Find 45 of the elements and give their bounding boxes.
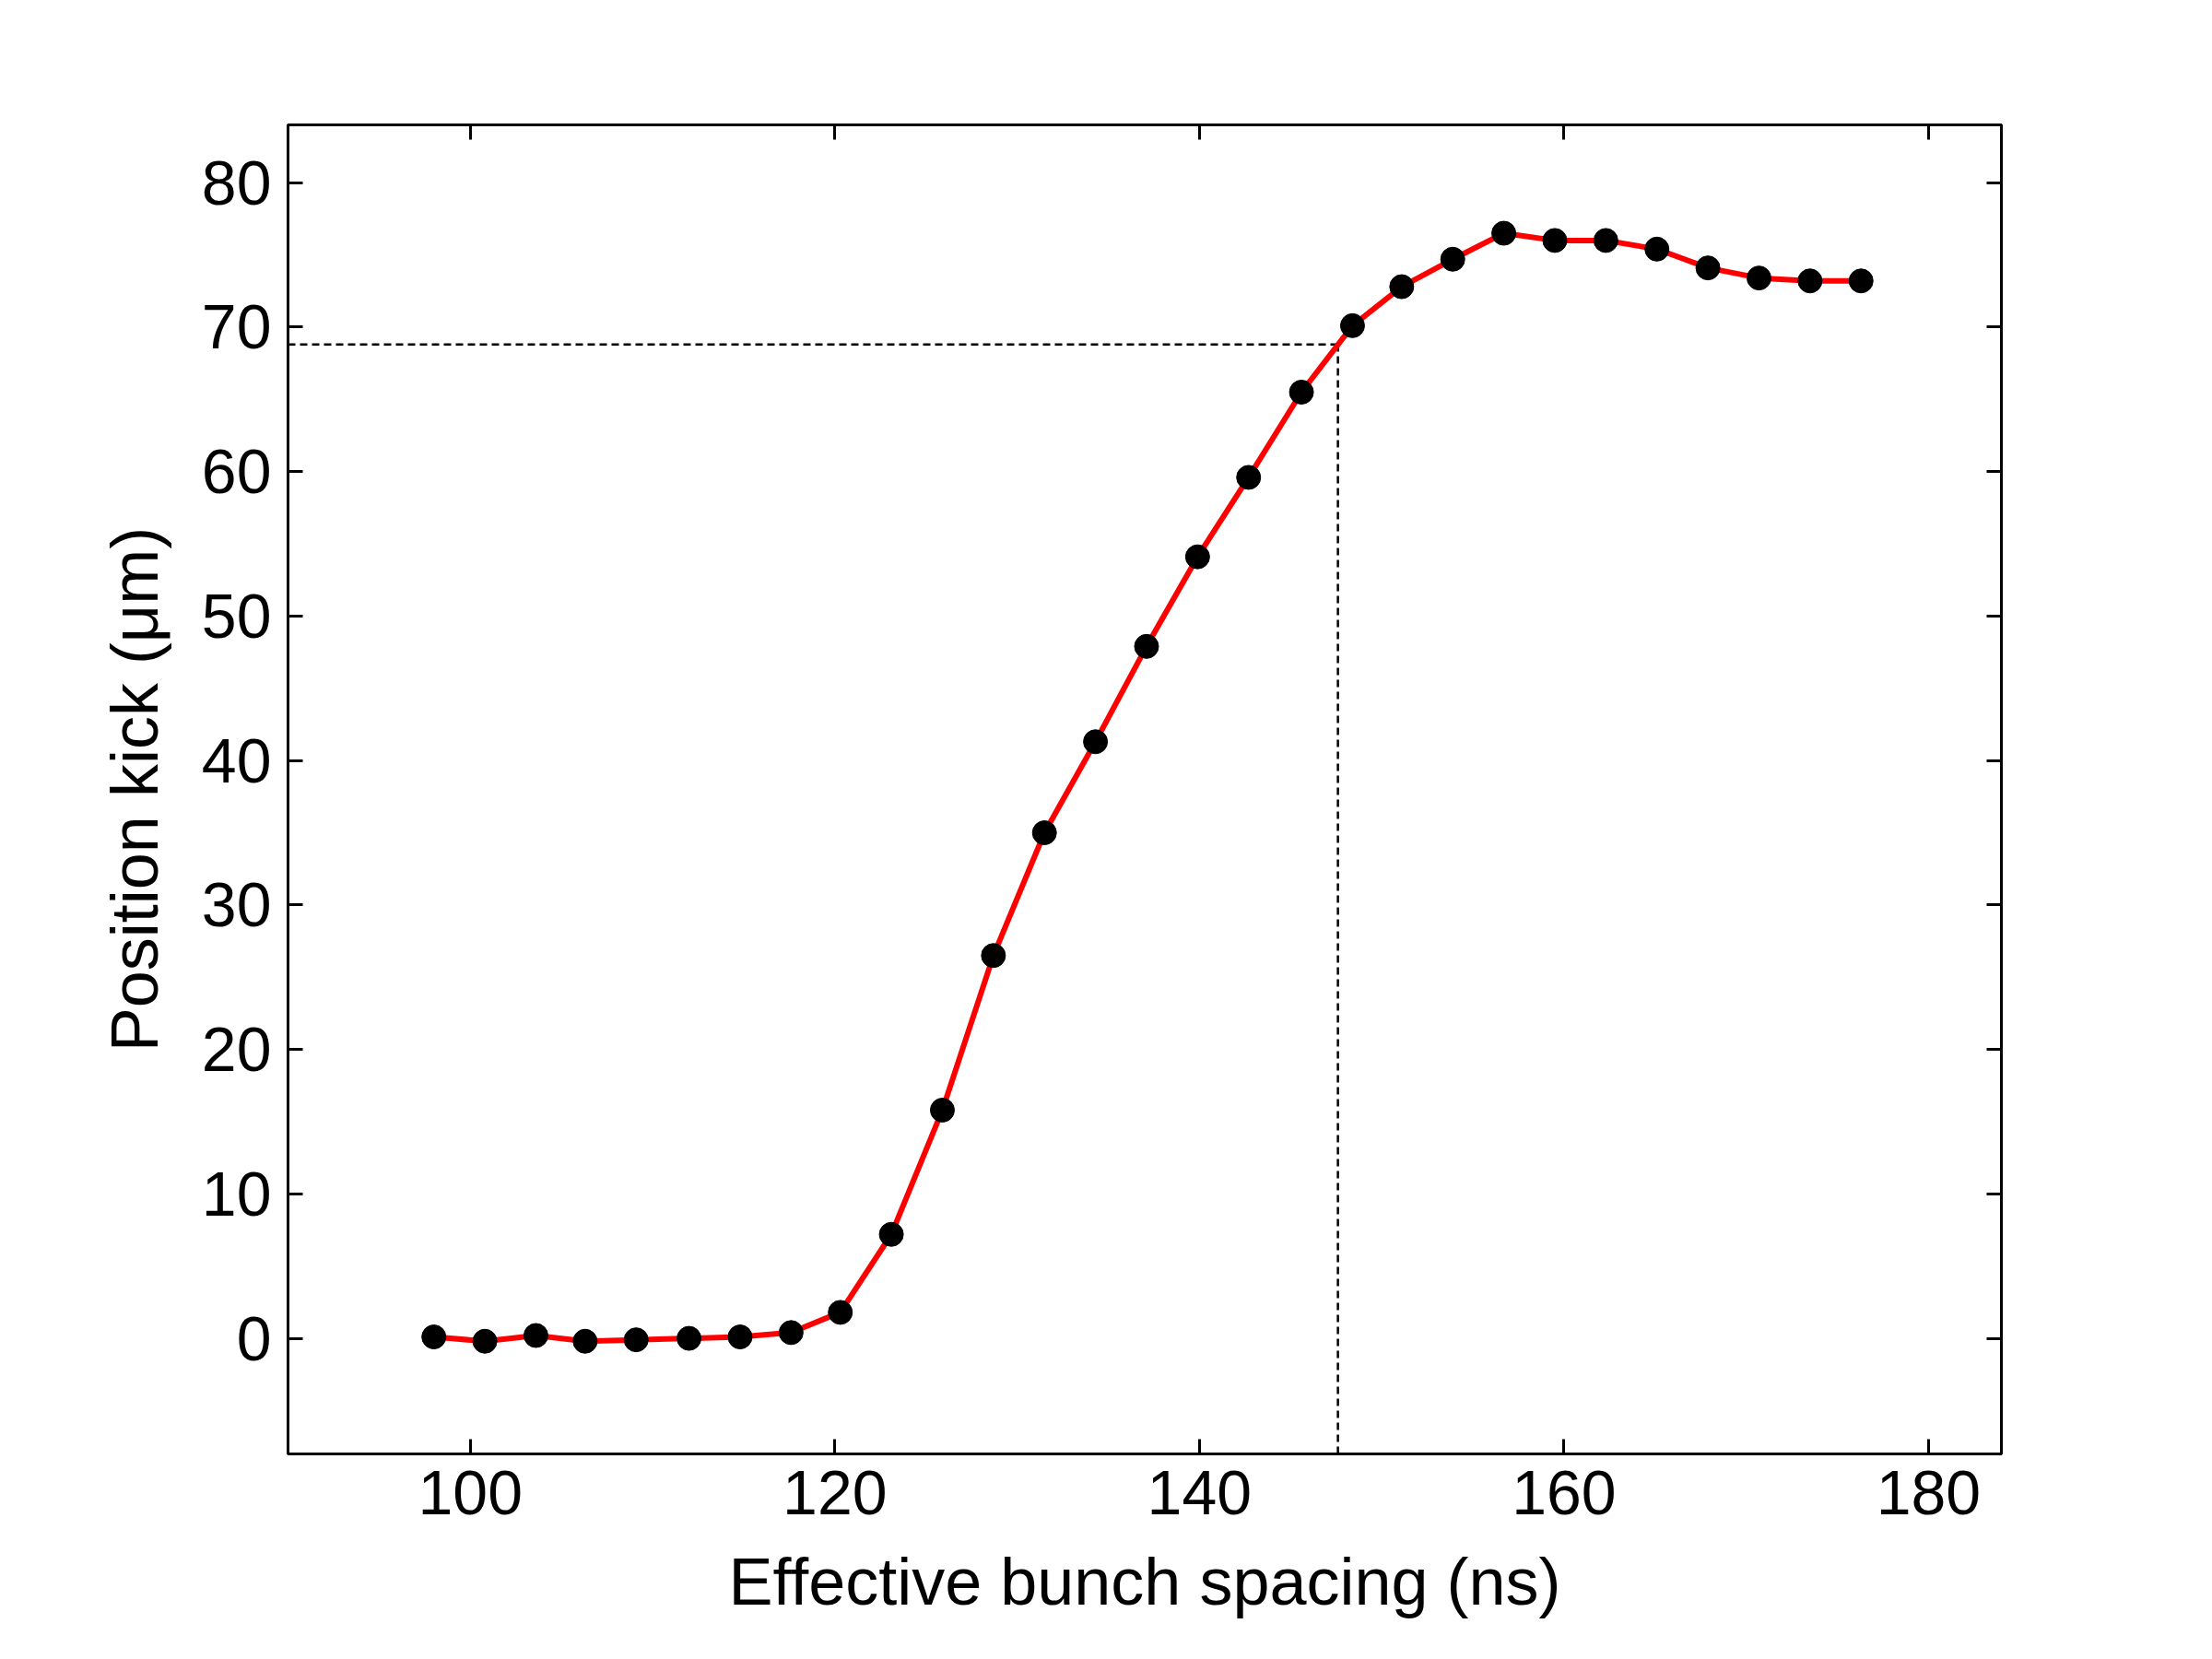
y-tick-label: 60 [201, 436, 272, 507]
point [1491, 220, 1517, 246]
point [778, 1320, 804, 1346]
point [1288, 379, 1314, 405]
point [1031, 820, 1057, 845]
y-tick-label: 20 [201, 1014, 272, 1085]
y-tick-label: 30 [201, 869, 272, 940]
x-tick-label: 100 [418, 1456, 524, 1527]
y-tick-label: 50 [201, 580, 272, 651]
point [523, 1323, 548, 1348]
x-axis-title: Effective bunch spacing (ns) [728, 1544, 1561, 1618]
point [878, 1221, 904, 1247]
point [572, 1328, 598, 1354]
point [472, 1328, 498, 1354]
x-tick-label: 180 [1876, 1456, 1982, 1527]
point [828, 1300, 853, 1325]
point [1184, 544, 1210, 570]
point [623, 1327, 649, 1353]
point [929, 1097, 955, 1123]
point [1695, 255, 1721, 281]
y-tick-label: 0 [236, 1302, 272, 1373]
point [981, 943, 1006, 969]
x-tick-label: 120 [782, 1456, 888, 1527]
point [1542, 228, 1568, 253]
point [1797, 268, 1823, 294]
x-tick-label: 140 [1147, 1456, 1253, 1527]
point [1746, 265, 1771, 291]
y-tick-label: 10 [201, 1158, 272, 1229]
point [1389, 274, 1415, 300]
point [1644, 236, 1670, 262]
point [1848, 268, 1874, 294]
point [421, 1324, 447, 1350]
point [1593, 228, 1618, 253]
y-tick-label: 80 [201, 147, 272, 218]
point [1134, 633, 1159, 659]
point [1440, 246, 1465, 272]
point [727, 1324, 753, 1350]
y-axis-title: Position kick (μm) [97, 526, 171, 1053]
point [1083, 729, 1109, 755]
y-tick-label: 40 [201, 724, 272, 795]
point [677, 1325, 702, 1351]
point [1236, 465, 1262, 490]
x-tick-label: 160 [1512, 1456, 1617, 1527]
point [1339, 312, 1365, 338]
y-tick-label: 70 [201, 291, 272, 362]
